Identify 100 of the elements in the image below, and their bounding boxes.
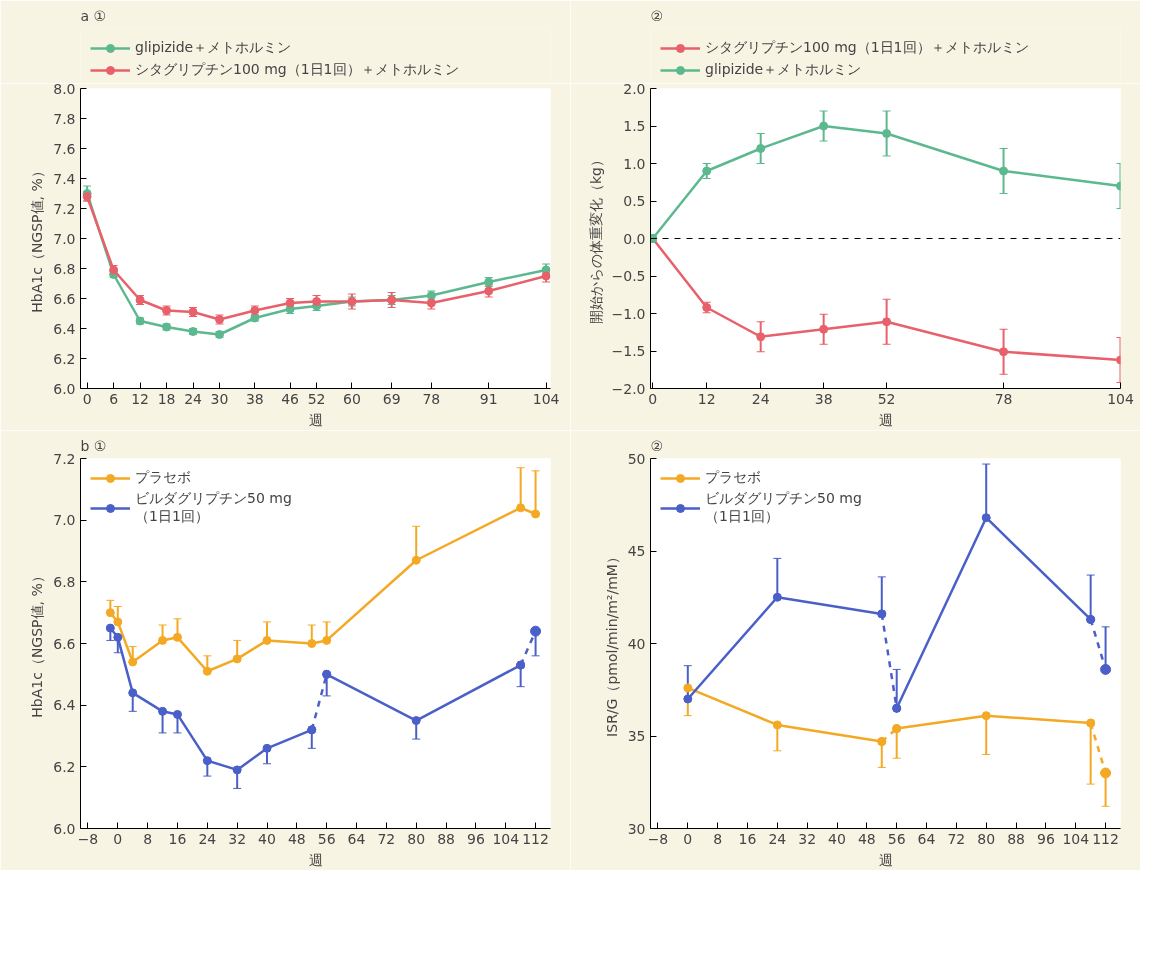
x-tick-label: 48	[857, 830, 876, 847]
x-tick-label: 40	[828, 830, 846, 847]
y-tick-label: 7.2	[53, 450, 76, 467]
x-tick-label: 32	[798, 830, 817, 847]
legend-label: プラセボ	[705, 469, 761, 487]
y-tick-label: 6.0	[53, 820, 76, 837]
x-tick-label: 40	[258, 830, 276, 847]
x-tick-label: 8	[713, 830, 723, 847]
y-tick-label: 6.4	[53, 320, 76, 337]
x-tick-label: 0	[113, 830, 123, 847]
y-axis-title: 開始からの体重変化（kg）	[587, 153, 604, 324]
y-tick-label: 6.6	[53, 635, 76, 652]
y-tick-label: 7.8	[53, 110, 76, 127]
legend-label: ビルダグリプチン50 mg （1日1回）	[135, 490, 292, 526]
x-tick-label: 96	[466, 830, 485, 847]
y-tick-label: 7.4	[53, 170, 76, 187]
x-tick-label: 24	[751, 390, 770, 407]
legend-label: ビルダグリプチン50 mg （1日1回）	[705, 490, 862, 526]
y-tick-label: −1.5	[611, 343, 646, 359]
y-tick-label: 6.8	[53, 260, 76, 277]
x-tick-label: 80	[977, 830, 996, 847]
x-tick-label: 24	[198, 830, 217, 847]
y-tick-label: −2.0	[611, 380, 646, 397]
x-tick-label: 12	[131, 390, 149, 407]
x-tick-label: 88	[437, 830, 455, 847]
x-tick-label: 30	[210, 390, 229, 407]
chart-title: a ①	[80, 7, 107, 24]
y-axis-title: ISR/G（pmol/min/m²/mM）	[603, 550, 620, 737]
x-tick-label: 38	[814, 390, 833, 407]
x-axis-title: 週	[878, 411, 893, 428]
x-tick-label: 60	[343, 390, 361, 407]
y-tick-label: 7.0	[53, 512, 76, 529]
x-tick-label: 18	[157, 390, 176, 407]
legend-label: glipizide＋メトホルミン	[705, 61, 862, 79]
x-tick-label: 8	[143, 830, 153, 847]
x-tick-label: 104	[1062, 830, 1090, 847]
x-tick-label: 38	[245, 390, 264, 407]
legend-label: プラセボ	[135, 469, 191, 487]
y-tick-label: 40	[627, 635, 646, 652]
legend-label: シタグリプチン100 mg（1日1回）＋メトホルミン	[705, 39, 1029, 57]
y-tick-label: 1.0	[623, 155, 646, 172]
x-tick-label: 46	[281, 390, 300, 407]
y-tick-label: 50	[627, 450, 646, 467]
x-tick-label: 104	[1107, 390, 1134, 407]
chart-title: ②	[650, 7, 664, 24]
x-tick-label: 52	[877, 390, 896, 407]
chart-title: ②	[650, 437, 664, 454]
x-tick-label: 0	[648, 390, 658, 407]
x-tick-label: −8	[647, 830, 669, 847]
chart-title: b ①	[80, 437, 107, 454]
x-tick-label: 12	[697, 390, 716, 407]
x-tick-label: 0	[683, 830, 693, 847]
x-tick-label: 72	[947, 830, 966, 847]
x-tick-label: 112	[1092, 830, 1119, 847]
y-tick-label: 1.5	[623, 118, 646, 134]
x-tick-label: 91	[479, 390, 498, 407]
y-tick-label: 45	[627, 543, 646, 559]
x-tick-label: 56	[317, 830, 336, 847]
x-tick-label: 80	[407, 830, 426, 847]
x-tick-label: 88	[1007, 830, 1025, 847]
x-tick-label: 104	[532, 390, 560, 407]
y-tick-label: 6.8	[53, 573, 76, 590]
x-axis-title: 週	[308, 851, 323, 868]
y-axis-title: HbA1c（NGSP値, %）	[29, 164, 46, 313]
x-axis-title: 週	[878, 851, 893, 868]
y-tick-label: 0.5	[623, 193, 646, 209]
x-tick-label: 16	[168, 830, 187, 847]
y-tick-label: 6.2	[53, 758, 76, 775]
y-tick-label: 7.2	[53, 200, 76, 217]
y-tick-label: 35	[627, 728, 646, 744]
x-tick-label: 6	[109, 390, 119, 407]
legend-label: glipizide＋メトホルミン	[135, 39, 292, 57]
x-tick-label: 69	[382, 390, 401, 407]
x-tick-label: 78	[422, 390, 441, 407]
y-tick-label: 6.2	[53, 350, 76, 367]
y-tick-label: −0.5	[611, 268, 646, 284]
y-tick-label: 6.6	[53, 290, 76, 307]
y-tick-label: −1.0	[611, 305, 646, 322]
x-tick-label: 48	[287, 830, 306, 847]
y-tick-label: 8.0	[53, 80, 76, 97]
x-tick-label: 72	[377, 830, 396, 847]
x-tick-label: 56	[887, 830, 906, 847]
x-tick-label: −8	[77, 830, 99, 847]
y-tick-label: 6.4	[53, 697, 76, 714]
x-tick-label: 104	[492, 830, 520, 847]
x-tick-label: 52	[307, 390, 326, 407]
y-tick-label: 0.0	[623, 230, 646, 247]
y-tick-label: 2.0	[623, 80, 646, 97]
x-tick-label: 78	[994, 390, 1013, 407]
y-tick-label: 7.0	[53, 230, 76, 247]
y-axis-title: HbA1c（NGSP値, %）	[29, 569, 46, 718]
x-tick-label: 32	[228, 830, 247, 847]
x-tick-label: 24	[768, 830, 787, 847]
x-tick-label: 24	[184, 390, 203, 407]
x-axis-title: 週	[308, 411, 323, 428]
x-tick-label: 96	[1036, 830, 1055, 847]
x-tick-label: 64	[347, 830, 366, 847]
x-tick-label: 16	[738, 830, 757, 847]
x-tick-label: 64	[917, 830, 936, 847]
x-tick-label: 112	[522, 830, 549, 847]
